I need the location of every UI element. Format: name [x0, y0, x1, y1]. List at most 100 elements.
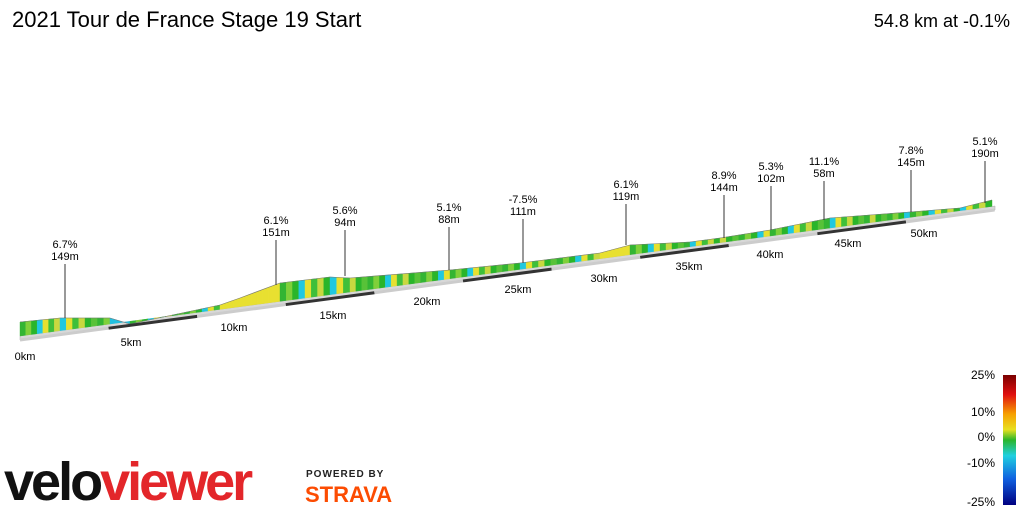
profile-slice: [875, 213, 882, 223]
km-segment: [640, 244, 729, 259]
legend-tick-label: 0%: [978, 430, 996, 444]
profile-slice: [665, 242, 673, 251]
labels: 0km 5km 10km 15km 20km 25km 30km 35km 40km 45km 50…: [15, 136, 999, 363]
profile-slice: [898, 212, 905, 220]
profile-slice: [349, 277, 357, 293]
profile-slice: [478, 266, 486, 276]
profile-slice: [432, 270, 439, 282]
annotation-elevation: 119m: [613, 191, 640, 203]
profile-slice: [449, 269, 457, 279]
km-segment: [817, 220, 907, 236]
legend: 25% 10% 0% -10% -25%: [967, 368, 995, 509]
profile-outline: [19, 199, 993, 325]
profile-slice: [502, 263, 509, 272]
logo-right: viewer: [100, 452, 253, 512]
profile-slice: [355, 276, 362, 292]
profile-slice: [298, 279, 306, 300]
profile-slice: [262, 286, 269, 304]
profile-slice: [279, 282, 287, 302]
profile-slice: [525, 261, 533, 269]
profile-slice: [550, 258, 558, 266]
profile-slice: [385, 274, 392, 288]
profile-slice: [292, 280, 299, 300]
profile-slice: [361, 276, 368, 291]
logo-left: velo: [4, 452, 101, 512]
km-segment: [374, 279, 464, 295]
profile-slice: [835, 216, 842, 228]
profile-slice: [653, 243, 661, 252]
profile-slice: [59, 317, 67, 331]
profile-slice: [484, 265, 492, 275]
profile-slice: [48, 318, 55, 333]
profile-slice: [72, 317, 79, 330]
profile-slice: [396, 273, 404, 286]
profile-slice: [587, 253, 595, 261]
profile-slice: [823, 217, 831, 230]
profile-slice: [556, 257, 564, 265]
annotation-elevation: 151m: [262, 227, 290, 239]
profile-slice: [544, 258, 551, 267]
profile-slice: [647, 243, 655, 253]
profile-slice: [892, 212, 899, 220]
profile-slice: [268, 284, 275, 304]
distance-label: 30km: [591, 273, 618, 285]
profile-slice: [414, 272, 421, 284]
profile-slice: [25, 320, 32, 336]
profile-slice: [641, 243, 649, 254]
profile-slice: [519, 262, 527, 270]
legend-tick-label: 10%: [971, 405, 995, 419]
strava-logo: STRAVA: [305, 482, 392, 507]
annotation-grade: 6.1%: [263, 215, 288, 227]
profile-slice: [66, 317, 73, 331]
annotation-elevation: 58m: [813, 168, 834, 180]
profile-slice: [54, 317, 61, 332]
profile-slice: [629, 244, 637, 255]
profile-slice: [78, 317, 86, 329]
profile-slice: [841, 216, 848, 227]
annotation-grade: 5.1%: [436, 202, 461, 214]
annotation-elevation: 145m: [897, 157, 925, 169]
profile-slice: [256, 289, 264, 305]
profile-slice: [829, 217, 836, 229]
distance-label: 15km: [320, 310, 347, 322]
profile-slice: [496, 264, 503, 273]
profile-slice: [42, 318, 49, 334]
logo: veloviewer: [4, 452, 253, 512]
profile-slice: [562, 256, 570, 264]
profile-slice: [408, 272, 415, 285]
profile-slice: [869, 214, 876, 223]
profile-slice: [390, 274, 398, 287]
profile-slice: [329, 276, 337, 295]
profile-slice: [36, 319, 44, 334]
profile-slice: [84, 317, 92, 328]
profile-slice: [274, 282, 281, 303]
profile-slice: [864, 214, 871, 224]
profile-slice: [532, 260, 539, 268]
annotation-elevation: 94m: [334, 217, 355, 229]
profile-slice: [317, 277, 324, 297]
distance-label: 50km: [911, 228, 938, 240]
profile-slice: [922, 210, 929, 216]
profile-slice: [538, 259, 545, 268]
profile-slice: [286, 281, 293, 301]
distance-label: 40km: [757, 249, 784, 261]
profile-slice: [593, 252, 601, 260]
profile-slice: [31, 320, 38, 335]
profile-slice: [420, 271, 427, 283]
profile-slice: [635, 244, 643, 255]
annotation-elevation: 190m: [971, 148, 999, 160]
km-segment: [197, 303, 286, 318]
annotation-elevation: 149m: [51, 251, 79, 263]
powered-by: POWERED BY: [306, 469, 384, 480]
legend-tick-label: 25%: [971, 368, 995, 382]
km-segment: [285, 291, 375, 307]
annotation-grade: 5.3%: [758, 161, 783, 173]
profile-slice: [904, 211, 911, 219]
profile-slice: [581, 254, 588, 262]
profile-slice: [311, 278, 318, 298]
distance-label: 45km: [835, 238, 862, 250]
km-segment: [108, 314, 198, 330]
profile-slice: [569, 255, 576, 263]
legend-tick-label: -10%: [967, 456, 995, 470]
